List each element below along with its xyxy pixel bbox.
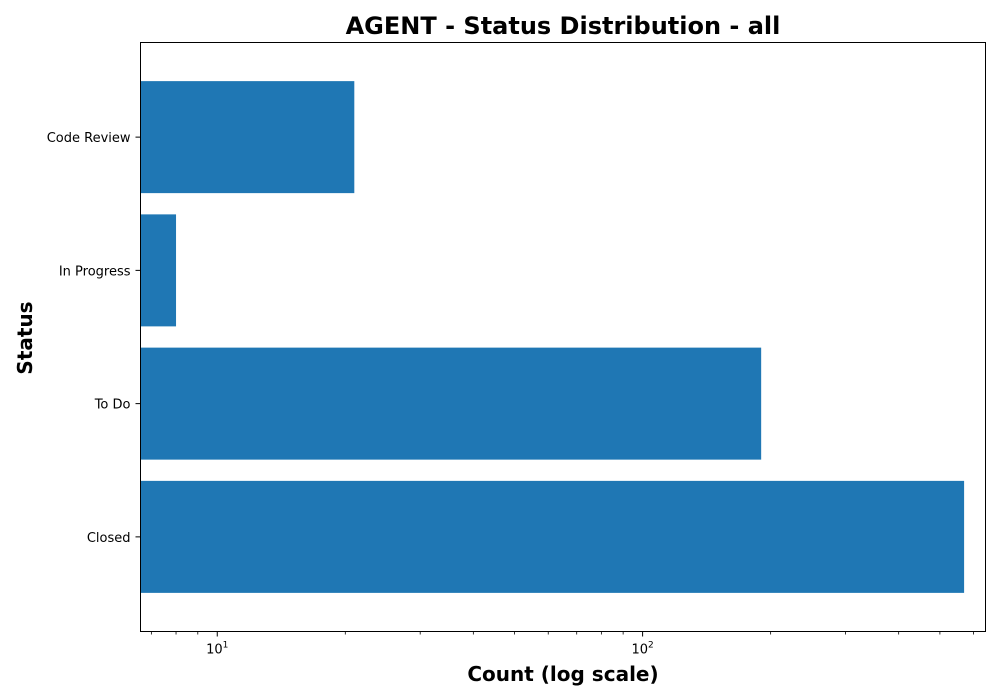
bar-code-review — [140, 81, 355, 194]
y-tick-label: Code Review — [47, 131, 131, 146]
bar-in-progress — [140, 214, 177, 327]
x-tick-label: 101 — [206, 641, 228, 658]
x-tick-label: 102 — [631, 641, 653, 658]
y-tick-label: To Do — [94, 398, 131, 413]
plot-frame — [140, 42, 986, 632]
chart-title: AGENT - Status Distribution - all — [346, 12, 781, 40]
x-axis-label: Count (log scale) — [467, 662, 658, 686]
y-tick-label: In Progress — [59, 264, 131, 279]
y-tick-label: Closed — [87, 531, 131, 546]
bar-closed — [140, 480, 965, 593]
y-axis-label: Status — [13, 301, 37, 374]
bar-to-do — [140, 347, 762, 460]
bars-layer — [140, 81, 965, 593]
